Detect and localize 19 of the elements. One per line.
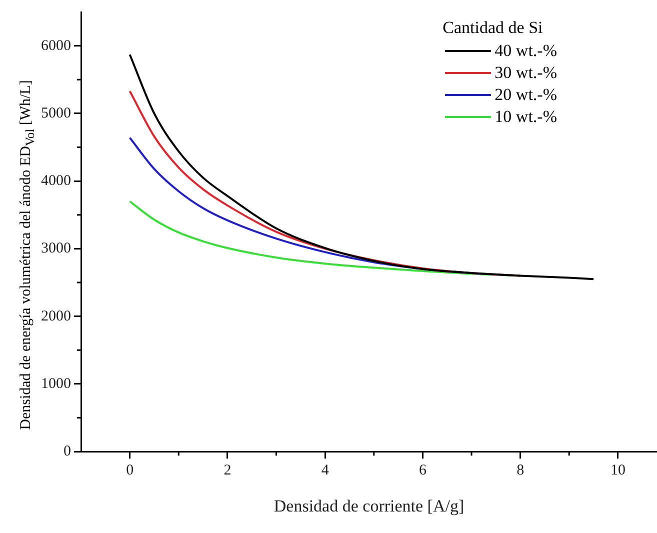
y-tick-label: 6000 [41, 38, 71, 54]
y-tick-label: 2000 [41, 308, 71, 324]
x-tick-label: 10 [610, 462, 626, 479]
y-tick-label: 5000 [41, 105, 71, 122]
legend-label: 10 wt.-% [494, 107, 557, 127]
x-tick-label: 4 [321, 462, 330, 479]
y-tick-label: 0 [64, 444, 71, 460]
x-axis-title: Densidad de corriente [A/g] [274, 496, 464, 516]
y-tick-label: 3000 [41, 240, 71, 257]
x-tick-label: 6 [418, 462, 427, 479]
x-tick-label: 8 [516, 462, 524, 479]
legend-label: 40 wt.-% [494, 41, 557, 61]
legend-label: 30 wt.-% [494, 63, 557, 83]
x-tick-label: 2 [224, 462, 232, 479]
y-tick-label: 4000 [41, 173, 71, 190]
y-tick-label: 1000 [41, 376, 71, 392]
legend-title: Cantidad de Si [442, 18, 544, 38]
legend-label: 20 wt.-% [494, 85, 557, 105]
x-tick-label: 0 [126, 462, 134, 479]
